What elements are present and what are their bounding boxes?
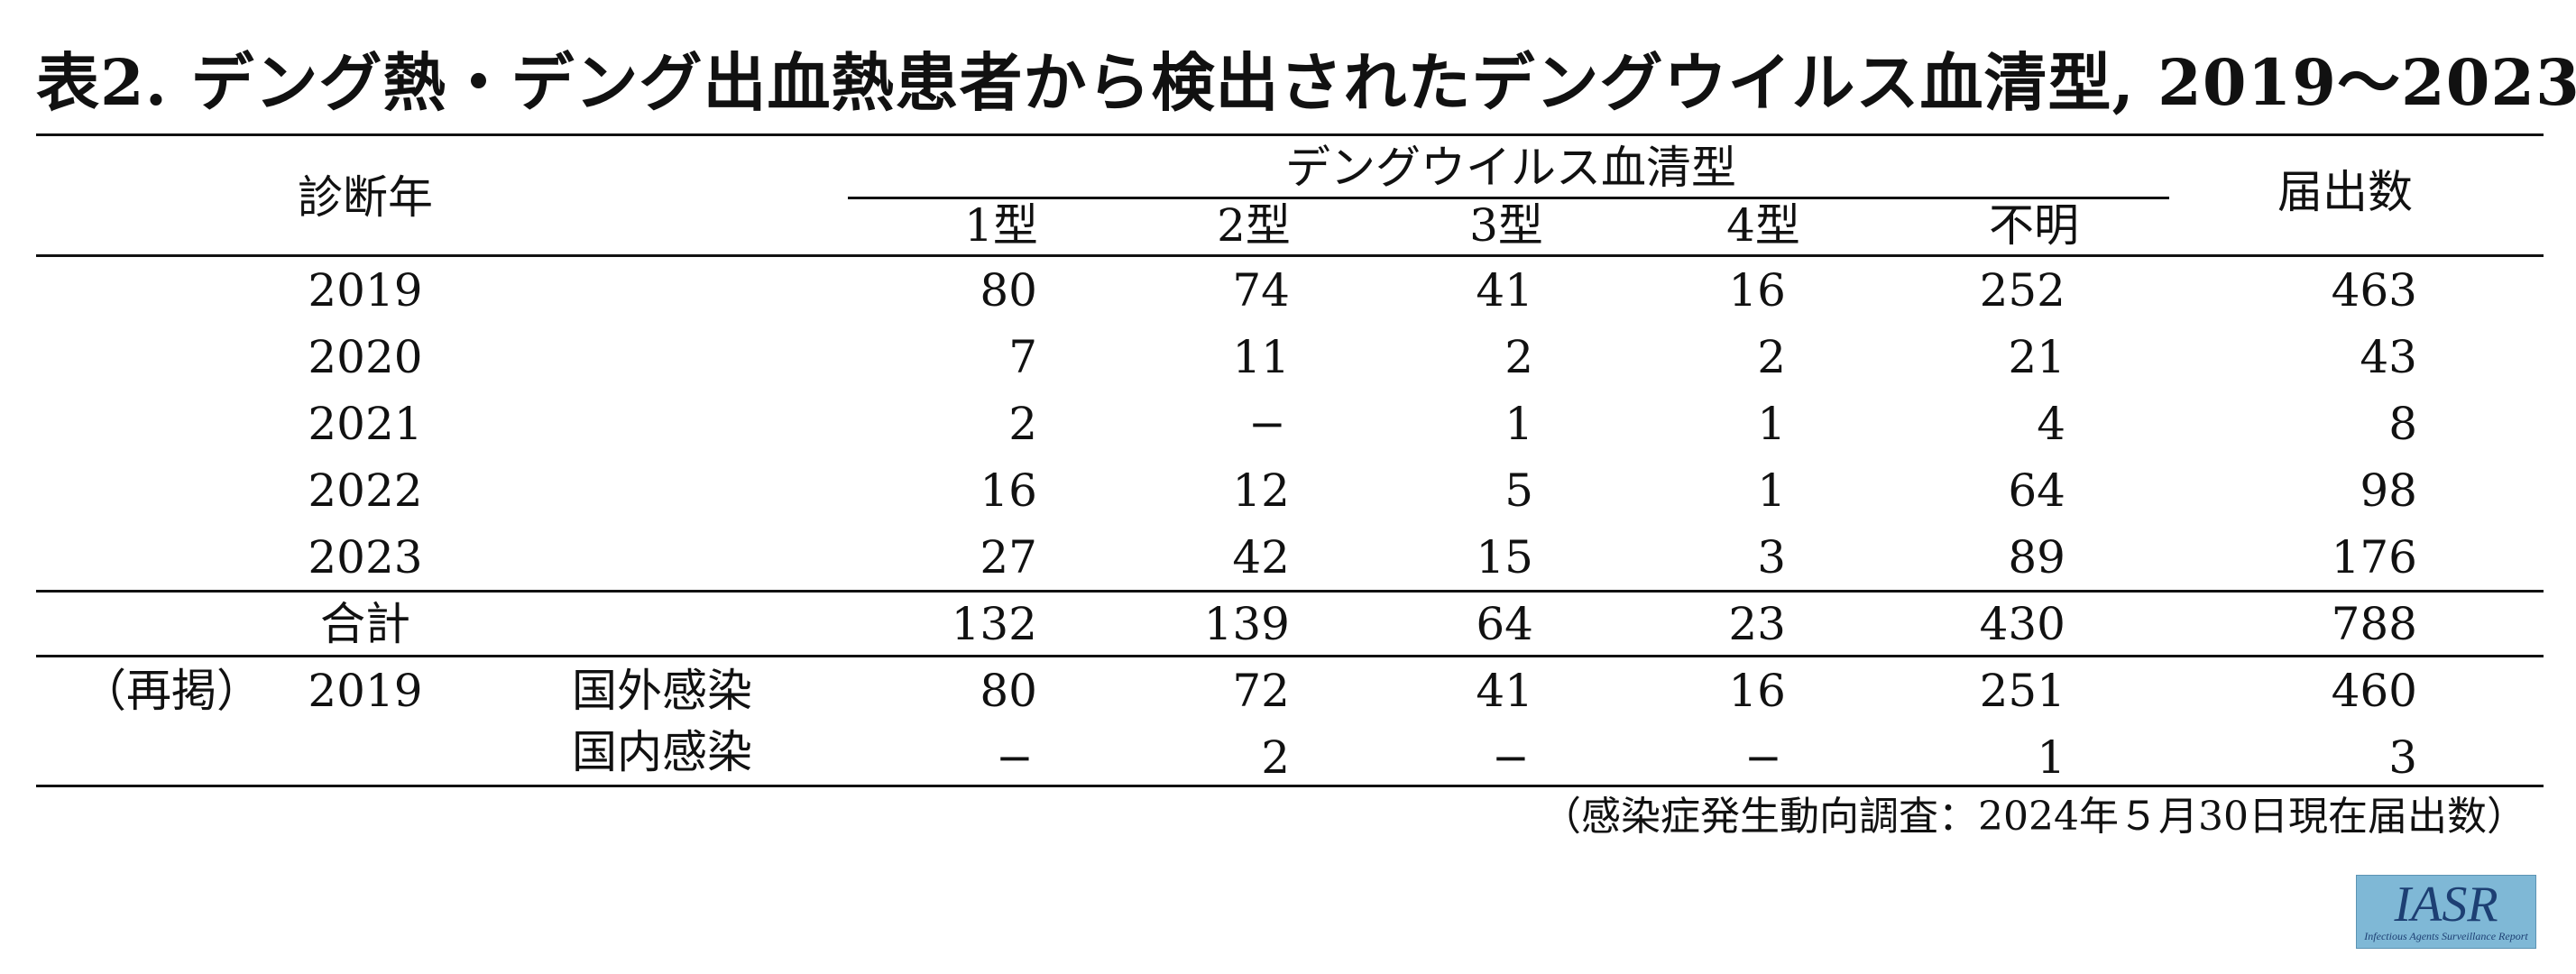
value-type4: 1: [1757, 464, 1786, 517]
value-type1: 2: [1008, 398, 1037, 450]
iasr-logo: IASR Infectious Agents Surveillance Repo…: [2356, 875, 2536, 949]
value-type2: 2: [1261, 731, 1290, 784]
total-label: 合計: [320, 598, 410, 650]
reported-header: 届出数: [2277, 166, 2413, 218]
total-type2: 139: [1203, 598, 1290, 650]
value-type3: 5: [1504, 464, 1533, 517]
total-type4: 23: [1728, 598, 1786, 650]
value-type3: 41: [1476, 665, 1533, 717]
value-type3: 15: [1476, 531, 1533, 583]
header-rule: [36, 254, 2544, 257]
value-type4: 2: [1757, 331, 1786, 383]
value-reported: 8: [2388, 398, 2417, 450]
total-type1: 132: [951, 598, 1037, 650]
source-footnote: （感染症発生動向調査：2024年５月30日現在届出数）: [1541, 794, 2526, 840]
value-reported: 460: [2331, 665, 2417, 717]
value-type4: 1: [1757, 398, 1786, 450]
value-type1: −: [996, 731, 1034, 784]
value-type1: 16: [980, 464, 1037, 517]
value-type4: −: [1744, 731, 1782, 784]
col-header-type4: 4型: [1726, 199, 1800, 252]
total-type3: 64: [1476, 598, 1533, 650]
total-rule-top: [36, 590, 2544, 593]
value-reported: 463: [2331, 264, 2417, 317]
value-type1: 80: [980, 264, 1037, 317]
value-type2: 72: [1232, 665, 1290, 717]
value-reported: 43: [2360, 331, 2417, 383]
row-year: 2019: [308, 264, 423, 317]
col-header-type3: 3型: [1469, 199, 1543, 252]
serotype-group-header: デングウイルス血清型: [1285, 142, 1736, 194]
value-type3: −: [1492, 731, 1530, 784]
value-reported: 176: [2331, 531, 2417, 583]
value-unknown: 21: [2008, 331, 2065, 383]
value-unknown: 1: [2037, 731, 2065, 784]
logo-subtext: Infectious Agents Surveillance Report: [2364, 930, 2528, 942]
value-type2: 74: [1232, 264, 1290, 317]
total-reported: 788: [2331, 598, 2417, 650]
value-type4: 16: [1728, 264, 1786, 317]
table-title: 表2. デング熱・デング出血熱患者から検出されたデングウイルス血清型, 2019…: [36, 45, 2576, 120]
logo-text: IASR: [2394, 877, 2498, 933]
value-type2: 12: [1232, 464, 1290, 517]
value-type4: 3: [1757, 531, 1786, 583]
col-header-type1: 1型: [964, 199, 1038, 252]
value-unknown: 251: [1979, 665, 2065, 717]
value-unknown: 4: [2037, 398, 2065, 450]
value-type1: 27: [980, 531, 1037, 583]
serotype-subrule: [848, 197, 2169, 199]
value-type1: 80: [980, 665, 1037, 717]
infection-type: 国内感染: [572, 726, 752, 778]
top-rule: [36, 133, 2544, 136]
reprint-year: 2019: [308, 665, 423, 717]
value-unknown: 252: [1979, 264, 2065, 317]
row-year: 2023: [308, 531, 423, 583]
infection-type: 国外感染: [572, 665, 752, 717]
value-reported: 98: [2360, 464, 2417, 517]
value-unknown: 89: [2008, 531, 2065, 583]
value-type1: 7: [1008, 331, 1037, 383]
value-unknown: 64: [2008, 464, 2065, 517]
row-year: 2021: [308, 398, 423, 450]
bottom-rule: [36, 785, 2544, 787]
total-unknown: 430: [1979, 598, 2065, 650]
reprint-label: （再掲）: [81, 665, 262, 717]
value-type2: 42: [1232, 531, 1290, 583]
total-rule-bottom: [36, 655, 2544, 657]
value-type2: 11: [1232, 331, 1290, 383]
value-reported: 3: [2388, 731, 2417, 784]
value-type2: −: [1248, 398, 1286, 450]
value-type3: 41: [1476, 264, 1533, 317]
diagnosis-year-header: 診断年: [298, 171, 433, 224]
col-header-unknown: 不明: [1989, 199, 2079, 252]
value-type4: 16: [1728, 665, 1786, 717]
value-type3: 1: [1504, 398, 1533, 450]
col-header-type2: 2型: [1217, 199, 1291, 252]
value-type3: 2: [1504, 331, 1533, 383]
row-year: 2020: [308, 331, 423, 383]
row-year: 2022: [308, 464, 423, 517]
